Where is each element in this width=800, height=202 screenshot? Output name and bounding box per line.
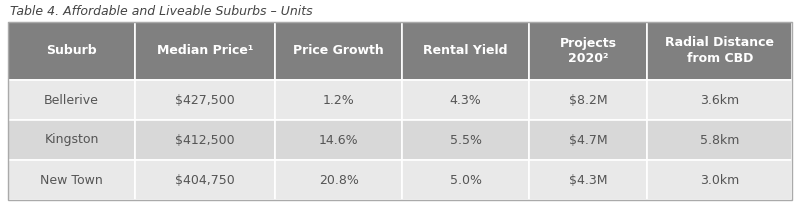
Text: 3.6km: 3.6km (700, 94, 739, 106)
Bar (8, 80, 135, 120)
Text: 14.6%: 14.6% (319, 134, 358, 146)
Text: New Town: New Town (40, 174, 103, 186)
Bar (8, 22, 135, 80)
Text: Projects
2020²: Projects 2020² (560, 37, 617, 65)
Bar (135, 120, 275, 160)
Text: Table 4. Affordable and Liveable Suburbs – Units: Table 4. Affordable and Liveable Suburbs… (10, 5, 313, 18)
Text: Bellerive: Bellerive (44, 94, 99, 106)
Text: Price Growth: Price Growth (294, 44, 384, 58)
Text: Radial Distance
from CBD: Radial Distance from CBD (666, 37, 774, 65)
Bar (530, 80, 647, 120)
Bar (402, 120, 530, 160)
Text: Kingston: Kingston (44, 134, 98, 146)
Bar (530, 22, 647, 80)
Text: Rental Yield: Rental Yield (423, 44, 508, 58)
Text: 4.3%: 4.3% (450, 94, 482, 106)
Bar (402, 160, 530, 200)
Text: $8.2M: $8.2M (569, 94, 608, 106)
Text: 5.0%: 5.0% (450, 174, 482, 186)
Bar (275, 80, 402, 120)
Bar (8, 22, 792, 200)
Bar (530, 160, 647, 200)
Bar (647, 22, 792, 80)
Bar (275, 120, 402, 160)
Bar (647, 80, 792, 120)
Bar (530, 120, 647, 160)
Text: $427,500: $427,500 (175, 94, 235, 106)
Bar (402, 80, 530, 120)
Bar (275, 22, 402, 80)
Text: Suburb: Suburb (46, 44, 97, 58)
Text: $4.3M: $4.3M (569, 174, 607, 186)
Bar (275, 160, 402, 200)
Bar (135, 22, 275, 80)
Text: Median Price¹: Median Price¹ (157, 44, 254, 58)
Text: $412,500: $412,500 (175, 134, 235, 146)
Bar (647, 160, 792, 200)
Text: 20.8%: 20.8% (318, 174, 358, 186)
Bar (402, 22, 530, 80)
Text: 1.2%: 1.2% (323, 94, 354, 106)
Bar (647, 120, 792, 160)
Bar (8, 160, 135, 200)
Bar (8, 120, 135, 160)
Bar (135, 160, 275, 200)
Text: $4.7M: $4.7M (569, 134, 608, 146)
Text: $404,750: $404,750 (175, 174, 235, 186)
Text: 5.5%: 5.5% (450, 134, 482, 146)
Text: 3.0km: 3.0km (700, 174, 739, 186)
Text: 5.8km: 5.8km (700, 134, 739, 146)
Bar (135, 80, 275, 120)
